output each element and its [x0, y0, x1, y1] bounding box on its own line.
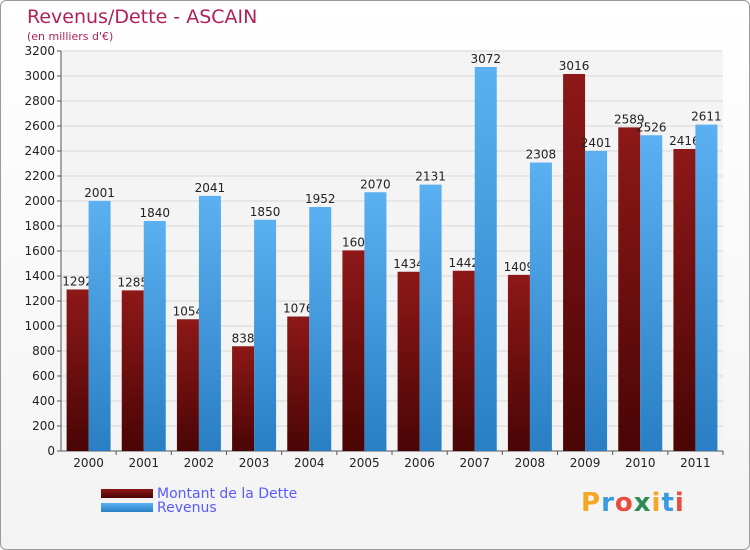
data-label-dette: 1292 [62, 275, 93, 289]
bar-revenus-2010 [640, 135, 663, 451]
legend-label-revenus: Revenus [157, 500, 217, 516]
bar-dette-2011 [673, 149, 696, 451]
y-tick-label: 2400 [24, 144, 55, 158]
y-tick-label: 1200 [24, 294, 55, 308]
x-tick-label: 2011 [680, 456, 711, 470]
data-label-dette: 2416 [669, 134, 700, 148]
bar-dette-2003 [232, 346, 255, 451]
logo-letter: i [674, 488, 685, 518]
y-tick-label: 2600 [24, 119, 55, 133]
y-tick-label: 2200 [24, 169, 55, 183]
bar-dette-2010 [618, 127, 641, 451]
x-tick-label: 2001 [128, 456, 159, 470]
bar-dette-2007 [452, 270, 475, 451]
logo-letter: t [661, 488, 675, 518]
legend: Montant de la Dette Revenus [101, 487, 297, 515]
bar-dette-2004 [287, 316, 310, 451]
y-tick-label: 3200 [24, 44, 55, 58]
logo-letter: x [633, 488, 652, 518]
legend-swatch-dette [101, 489, 153, 498]
data-label-dette: 160 [342, 235, 365, 249]
y-tick-label: 800 [32, 344, 55, 358]
x-tick-label: 2002 [184, 456, 215, 470]
legend-label-dette: Montant de la Dette [157, 486, 298, 502]
x-tick-label: 2006 [404, 456, 435, 470]
bar-dette-2001 [121, 290, 144, 451]
x-tick-label: 2007 [459, 456, 490, 470]
x-tick-label: 2004 [294, 456, 325, 470]
bar-revenus-2002 [198, 195, 221, 451]
legend-item-dette: Montant de la Dette [101, 487, 297, 501]
bar-dette-2009 [563, 74, 586, 451]
y-tick-label: 1600 [24, 244, 55, 258]
data-label-revenus: 2526 [636, 120, 667, 134]
chart-subtitle: (en milliers d'€) [27, 30, 114, 43]
data-label-revenus: 1840 [139, 206, 170, 220]
logo-letter: r [601, 488, 615, 518]
x-tick-label: 2003 [239, 456, 270, 470]
bar-dette-2000 [66, 289, 89, 451]
data-label-dette: 1409 [504, 260, 535, 274]
bar-revenus-2004 [309, 207, 332, 451]
bar-revenus-2005 [364, 192, 387, 451]
y-tick-label: 2800 [24, 94, 55, 108]
bar-revenus-2009 [585, 150, 608, 451]
bar-dette-2005 [342, 250, 365, 451]
data-label-dette: 1434 [393, 257, 424, 271]
chart-title: Revenus/Dette - ASCAIN [27, 6, 258, 28]
y-tick-label: 3000 [24, 69, 55, 83]
legend-item-revenus: Revenus [101, 501, 297, 515]
bar-revenus-2008 [529, 162, 552, 451]
data-label-dette: 3016 [559, 59, 590, 73]
bar-revenus-2011 [695, 124, 718, 451]
y-tick-label: 400 [32, 394, 55, 408]
bar-dette-2002 [176, 319, 199, 451]
y-tick-label: 1000 [24, 319, 55, 333]
logo-letter: o [614, 488, 634, 518]
data-label-revenus: 3072 [470, 52, 501, 66]
y-tick-label: 1800 [24, 219, 55, 233]
data-label-dette: 2589 [614, 112, 645, 126]
bar-dette-2008 [507, 274, 530, 451]
data-label-revenus: 1850 [250, 205, 281, 219]
bar-revenus-2003 [254, 219, 277, 451]
data-label-revenus: 2308 [526, 148, 557, 162]
logo-letter: P [581, 488, 602, 518]
data-label-revenus: 2041 [195, 181, 226, 195]
y-tick-label: 200 [32, 419, 55, 433]
data-label-dette: 1054 [173, 304, 204, 318]
data-label-revenus: 1952 [305, 192, 336, 206]
bar-revenus-2007 [474, 67, 497, 451]
bar-dette-2006 [397, 271, 420, 451]
bar-revenus-2006 [419, 184, 442, 451]
bar-revenus-2001 [143, 221, 166, 451]
data-label-dette: 1076 [283, 302, 314, 316]
proxiti-logo: Proxiti [581, 488, 685, 518]
data-label-revenus: 2611 [691, 110, 722, 124]
y-tick-label: 0 [47, 444, 55, 458]
data-label-revenus: 2001 [84, 186, 115, 200]
data-label-dette: 838 [232, 331, 255, 345]
data-label-revenus: 2131 [415, 170, 446, 184]
data-label-revenus: 2401 [581, 136, 612, 150]
data-label-dette: 1442 [448, 256, 479, 270]
y-tick-label: 1400 [24, 269, 55, 283]
logo-letter: i [651, 488, 662, 518]
y-tick-label: 600 [32, 369, 55, 383]
x-tick-label: 2010 [625, 456, 656, 470]
legend-swatch-revenus [101, 503, 153, 512]
x-tick-label: 2009 [570, 456, 601, 470]
bar-revenus-2000 [88, 200, 111, 451]
y-tick-label: 2000 [24, 194, 55, 208]
x-tick-label: 2000 [73, 456, 104, 470]
data-label-revenus: 2070 [360, 177, 391, 191]
data-label-dette: 1285 [117, 275, 148, 289]
x-tick-label: 2005 [349, 456, 380, 470]
x-tick-label: 2008 [515, 456, 546, 470]
